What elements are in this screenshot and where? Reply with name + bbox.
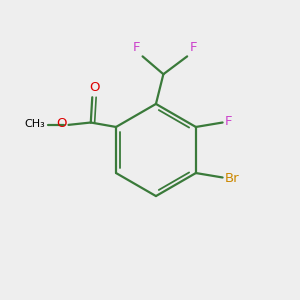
- Text: CH₃: CH₃: [24, 119, 45, 129]
- Text: O: O: [89, 81, 99, 94]
- Text: O: O: [56, 118, 67, 130]
- Text: Br: Br: [225, 172, 240, 184]
- Text: F: F: [190, 41, 197, 54]
- Text: F: F: [133, 41, 140, 54]
- Text: F: F: [225, 115, 232, 128]
